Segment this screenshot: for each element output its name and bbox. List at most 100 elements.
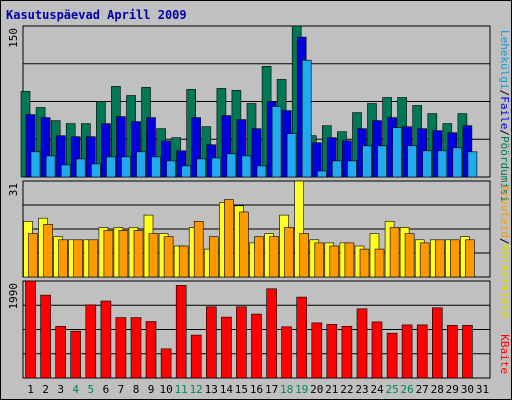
series-külastajaid [23, 180, 470, 278]
y-max-label: 150 [7, 28, 20, 48]
bar-faile-day-5 [86, 136, 96, 178]
bar-kbaite-day-17 [266, 288, 277, 379]
day-label-18: 18 [280, 383, 293, 396]
day-label-12: 12 [190, 383, 203, 396]
bar-kbaite-day-3 [55, 325, 67, 379]
legend-külastajaid: Külastajaid [498, 245, 511, 318]
bar-arvuteid-day-6 [103, 230, 114, 278]
bar-lehekülgi-day-6 [106, 156, 116, 178]
day-label-5: 5 [87, 383, 94, 396]
panel-legend: Lehekülgi/Faile/Pöördumisi [498, 30, 511, 202]
legend-separator: / [498, 238, 511, 245]
bar-arvuteid-day-11 [178, 245, 189, 278]
day-label-14: 14 [220, 383, 234, 396]
bar-lehekülgi-day-26 [407, 145, 417, 178]
bar-arvuteid-day-21 [329, 245, 340, 278]
legend-kbaite: KBaite [498, 334, 511, 374]
bar-lehekülgi-day-30 [467, 151, 478, 178]
day-label-8: 8 [133, 383, 140, 396]
bar-arvuteid-day-17 [269, 236, 279, 278]
bar-arvuteid-day-2 [43, 224, 53, 278]
bar-kbaite-day-28 [431, 307, 443, 379]
bar-kbaite-day-8 [130, 317, 142, 379]
bar-arvuteid-day-27 [419, 242, 430, 278]
bar-lehekülgi-day-27 [422, 150, 433, 178]
bar-lehekülgi-day-25 [392, 127, 402, 178]
day-label-27: 27 [416, 383, 429, 396]
bar-arvuteid-day-7 [118, 230, 129, 278]
bar-arvuteid-day-5 [88, 239, 99, 278]
day-label-29: 29 [446, 383, 459, 396]
day-label-11: 11 [175, 383, 188, 396]
bar-arvuteid-day-13 [209, 236, 219, 278]
bar-arvuteid-day-25 [389, 227, 400, 278]
day-label-3: 3 [57, 383, 64, 396]
bar-lehekülgi-day-21 [331, 160, 342, 178]
day-label-7: 7 [118, 383, 125, 396]
day-axis: 1 2 3 4 5 6 7 8 9 10 11 12 13 14 15 16 17 18 19 20 21 22 23 24 2… [27, 383, 489, 396]
day-label-16: 16 [250, 383, 263, 396]
bar-faile-day-16 [251, 128, 262, 178]
bar-faile-day-30 [462, 125, 473, 178]
bar-kbaite-day-5 [85, 304, 97, 379]
series-faile [25, 36, 473, 178]
bar-lehekülgi-day-18 [286, 133, 297, 178]
legend-separator: / [498, 129, 511, 136]
bar-kbaite-day-20 [311, 322, 323, 379]
bar-arvuteid-day-22 [344, 242, 355, 278]
bar-kbaite-day-30 [462, 325, 473, 379]
bar-faile-day-7 [116, 116, 126, 178]
bar-arvuteid-day-30 [465, 239, 475, 278]
bar-faile-day-1 [25, 114, 36, 178]
y-max-label: 1990 [7, 283, 20, 310]
bar-arvuteid-day-24 [374, 248, 385, 278]
bar-arvuteid-day-14 [224, 199, 234, 278]
bar-faile-day-2 [40, 117, 51, 178]
day-label-22: 22 [340, 383, 353, 396]
bar-faile-day-15 [236, 119, 247, 178]
panel-2: 31 Arvuteid/Külastajaid [7, 180, 511, 317]
day-label-25: 25 [385, 383, 398, 396]
bar-lehekülgi-day-22 [347, 160, 357, 178]
legend-separator: / [498, 90, 511, 97]
bar-kbaite-day-29 [446, 325, 458, 379]
bar-kbaite-day-21 [326, 324, 338, 379]
day-label-9: 9 [148, 383, 155, 396]
bar-lehekülgi-day-16 [256, 165, 267, 178]
legend-arvuteid: Arvuteid [498, 185, 511, 238]
bar-faile-day-10 [161, 140, 171, 178]
bar-arvuteid-day-8 [133, 230, 144, 278]
series-arvuteid [28, 199, 475, 278]
day-label-26: 26 [400, 383, 413, 396]
bar-arvuteid-day-12 [193, 221, 204, 278]
bar-faile-day-14 [221, 115, 232, 178]
bar-lehekülgi-day-28 [437, 150, 448, 178]
bar-kbaite-day-13 [206, 306, 217, 379]
series-lehekülgi [30, 59, 478, 178]
bar-kbaite-day-24 [371, 321, 383, 379]
panel-legend: Arvuteid/Külastajaid [498, 185, 511, 317]
bar-arvuteid-day-18 [284, 227, 294, 278]
bar-kbaite-day-27 [416, 324, 428, 379]
bar-lehekülgi-day-20 [316, 170, 327, 178]
bar-arvuteid-day-3 [58, 239, 69, 278]
bar-lehekülgi-day-8 [136, 151, 146, 178]
day-label-21: 21 [325, 383, 338, 396]
panel-3: 1990 KBaite [7, 280, 511, 379]
bar-kbaite-day-9 [145, 321, 157, 379]
legend-pöördumisi: Pöördumisi [498, 136, 511, 202]
bar-faile-day-20 [311, 142, 322, 178]
day-label-19: 19 [295, 383, 308, 396]
day-label-20: 20 [310, 383, 323, 396]
bar-faile-day-11 [176, 150, 186, 178]
bar-kbaite-day-11 [175, 285, 187, 379]
bar-kbaite-day-12 [190, 334, 202, 379]
y-max-label: 31 [7, 183, 20, 196]
bar-kbaite-day-18 [281, 326, 292, 379]
bar-kbaite-day-10 [160, 348, 172, 379]
bar-faile-day-3 [55, 135, 66, 178]
bar-arvuteid-day-1 [28, 233, 38, 278]
bar-faile-day-22 [342, 140, 352, 178]
bar-lehekülgi-day-5 [91, 163, 101, 178]
